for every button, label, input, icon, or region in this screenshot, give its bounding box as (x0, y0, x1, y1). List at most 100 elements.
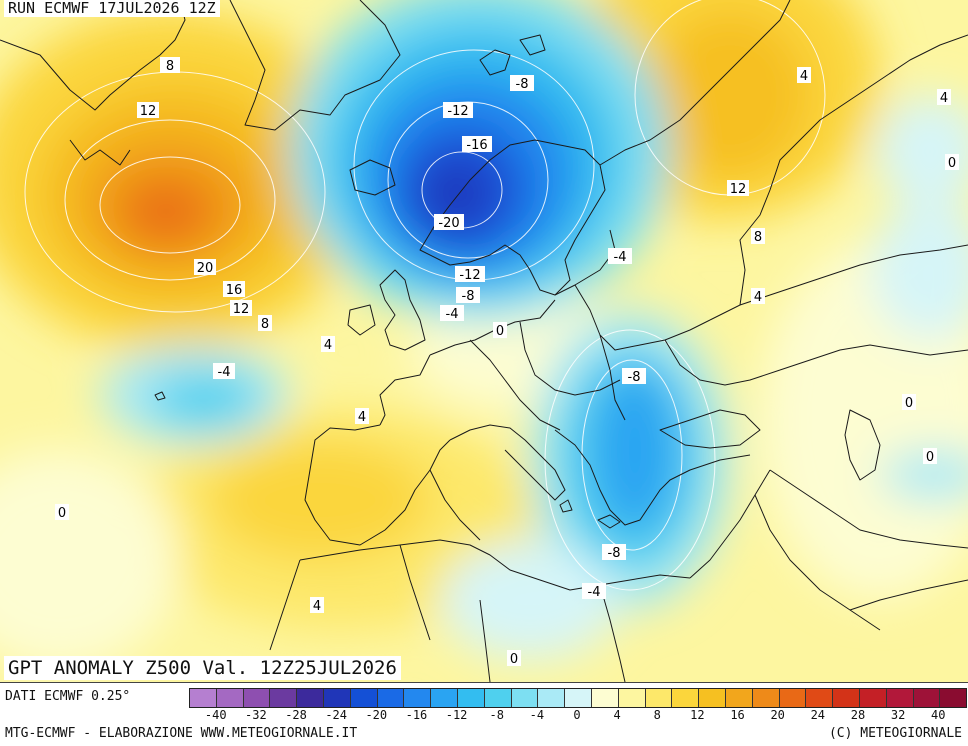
legend-swatch (243, 689, 271, 707)
legend-swatch (940, 689, 967, 707)
legend-swatch (538, 689, 566, 707)
legend-swatch (645, 689, 673, 707)
legend-swatch (672, 689, 700, 707)
legend-tick-label: 20 (770, 708, 785, 722)
svg-text:4: 4 (324, 338, 332, 353)
legend-tick-label: 8 (653, 708, 661, 722)
svg-text:-4: -4 (588, 585, 601, 600)
run-title: RUN ECMWF 17JUL2026 12Z (4, 0, 220, 17)
contour-label: 0 (945, 154, 959, 171)
legend-swatch (752, 689, 780, 707)
isolines (24, 0, 826, 591)
contour-label: 0 (493, 322, 507, 339)
color-scale-ticks: -40 -32 -28 -24 -20 -16 -12 -8 -4 0 4 8 12 16 20 24 28 32… (189, 708, 965, 724)
legend-tick-label: -8 (489, 708, 504, 722)
svg-text:8: 8 (166, 59, 174, 74)
contour-label: -8 (622, 368, 646, 385)
legend-tick-label: -32 (245, 708, 267, 722)
contour-label: 4 (937, 89, 951, 106)
map-title: GPT ANOMALY Z500 Val. 12Z25JUL2026 (4, 656, 401, 680)
coastlines-and-borders (0, 0, 968, 682)
legend-swatch (190, 689, 217, 707)
legend-tick-label: -28 (285, 708, 307, 722)
svg-text:-8: -8 (516, 77, 529, 92)
svg-text:-4: -4 (614, 250, 627, 265)
legend-swatch (725, 689, 753, 707)
contour-label: 0 (55, 504, 69, 521)
svg-text:12: 12 (233, 302, 250, 317)
legend-swatch (484, 689, 512, 707)
svg-text:-8: -8 (628, 370, 641, 385)
contour-label: -4 (608, 248, 632, 265)
contour-label: 20 (194, 259, 216, 276)
contour-label: 12 (137, 102, 159, 119)
legend-tick-label: -16 (405, 708, 428, 722)
svg-text:8: 8 (261, 317, 269, 332)
contour-labels: 8 12 20 16 12 8 4 -4 4 0 4 0 -8 -12 -16 … (55, 57, 959, 667)
contour-label: 16 (223, 281, 245, 298)
svg-text:4: 4 (800, 69, 808, 84)
svg-text:-4: -4 (446, 307, 459, 322)
contour-label: -8 (456, 287, 480, 304)
legend-tick-label: 16 (730, 708, 745, 722)
legend-tick-label: 4 (613, 708, 621, 722)
legend-tick-label: 24 (810, 708, 826, 722)
contour-label: 4 (321, 336, 335, 353)
legend-swatch (431, 689, 458, 707)
svg-text:-12: -12 (459, 268, 480, 283)
legend-swatch (511, 689, 539, 707)
svg-text:0: 0 (948, 156, 956, 171)
contour-label: 4 (310, 597, 324, 614)
contour-label: 8 (751, 228, 765, 245)
svg-text:8: 8 (754, 230, 762, 245)
svg-text:4: 4 (940, 91, 948, 106)
legend-tick-label: -40 (204, 708, 227, 722)
contour-label: -12 (455, 266, 485, 283)
legend-swatch (457, 689, 485, 707)
legend-swatch (859, 689, 887, 707)
legend-tick-label: 12 (690, 708, 705, 722)
data-source-label: DATI ECMWF 0.25° (5, 689, 131, 704)
contour-label: -8 (510, 75, 534, 92)
credit-left: MTG-ECMWF - ELABORAZIONE WWW.METEOGIORNA… (5, 726, 358, 741)
legend-swatch (591, 689, 619, 707)
contour-label: -20 (434, 214, 464, 231)
legend-swatch (565, 689, 592, 707)
legend-tick-label: -24 (325, 708, 348, 722)
svg-text:-4: -4 (218, 365, 231, 380)
svg-text:12: 12 (140, 104, 157, 119)
svg-text:0: 0 (926, 450, 934, 465)
contour-label: 12 (727, 180, 749, 197)
contour-label: -8 (602, 544, 626, 561)
legend-footer: DATI ECMWF 0.25° -40 -32 -28 -24 -20 -16 -12 -8… (0, 682, 968, 746)
legend-swatch (806, 689, 834, 707)
svg-text:-8: -8 (608, 546, 621, 561)
legend-swatch (833, 689, 860, 707)
svg-text:16: 16 (226, 283, 243, 298)
contour-label: 0 (923, 448, 937, 465)
contour-label: -4 (440, 305, 464, 322)
contour-label: 8 (258, 315, 272, 332)
legend-swatch (618, 689, 646, 707)
svg-text:0: 0 (510, 652, 518, 667)
legend-tick-label: -20 (365, 708, 388, 722)
svg-text:-8: -8 (462, 289, 475, 304)
contour-label: 8 (160, 57, 180, 74)
svg-text:12: 12 (730, 182, 747, 197)
svg-text:4: 4 (754, 290, 762, 305)
svg-text:4: 4 (358, 410, 366, 425)
legend-tick-label: 32 (890, 708, 906, 722)
legend-swatch (270, 689, 298, 707)
legend-swatch (216, 689, 244, 707)
legend-swatch (699, 689, 726, 707)
legend-swatch (404, 689, 432, 707)
svg-text:-20: -20 (438, 216, 459, 231)
credit-right: (C) METEOGIORNALE (828, 726, 962, 741)
legend-tick-label: 28 (850, 708, 866, 722)
contour-label: -12 (443, 102, 473, 119)
contour-label: 12 (230, 300, 252, 317)
svg-text:4: 4 (313, 599, 321, 614)
contour-label: 4 (355, 408, 369, 425)
legend-swatch (350, 689, 378, 707)
